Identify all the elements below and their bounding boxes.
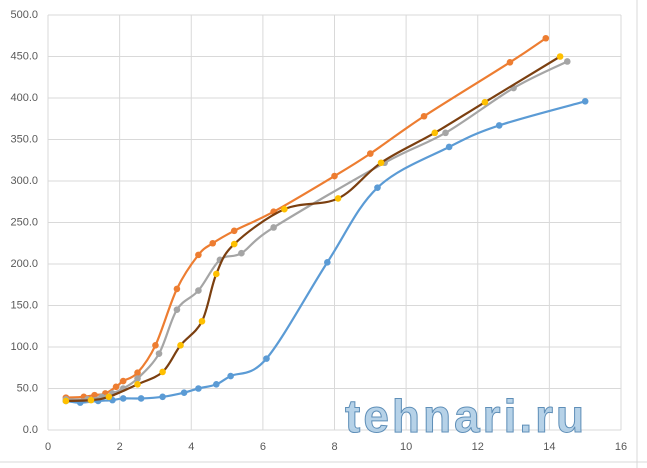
data-point	[159, 368, 166, 376]
data-point	[556, 53, 564, 60]
data-point	[87, 396, 95, 404]
data-point	[367, 150, 374, 157]
data-point	[270, 224, 277, 231]
data-point	[213, 381, 220, 388]
data-point	[263, 355, 270, 362]
y-tick-label: 300.0	[10, 175, 38, 187]
data-point	[238, 249, 245, 257]
watermark: tehnari.ru	[345, 390, 587, 442]
y-tick-label: 350.0	[10, 133, 38, 145]
data-point	[377, 159, 385, 167]
data-point	[134, 381, 141, 388]
data-point	[420, 112, 428, 120]
data-point	[195, 251, 202, 259]
data-point	[105, 393, 113, 401]
data-point	[213, 270, 220, 278]
data-point	[159, 393, 166, 401]
data-point	[195, 385, 202, 392]
data-point	[112, 383, 120, 391]
x-tick-label: 6	[260, 441, 266, 453]
data-point	[180, 389, 188, 396]
data-point	[281, 205, 288, 213]
data-point	[442, 129, 449, 137]
x-tick-label: 0	[45, 441, 51, 453]
data-point	[331, 172, 338, 180]
data-point	[563, 58, 571, 65]
data-point	[155, 350, 163, 357]
data-point	[177, 342, 184, 349]
y-tick-label: 500.0	[10, 9, 38, 21]
data-point	[230, 227, 238, 235]
data-point	[137, 395, 145, 402]
data-point	[152, 342, 159, 349]
data-point	[581, 98, 589, 105]
data-point	[134, 375, 141, 382]
data-point	[198, 317, 206, 325]
y-tick-label: 50.0	[17, 382, 38, 394]
data-point	[230, 240, 238, 248]
data-point	[195, 287, 202, 294]
data-point	[481, 98, 489, 106]
data-point	[506, 59, 514, 66]
data-point	[209, 239, 217, 247]
y-tick-label: 0.0	[23, 424, 38, 436]
data-point	[173, 285, 181, 293]
x-tick-label: 14	[543, 441, 555, 453]
data-point	[445, 143, 453, 151]
data-point	[62, 397, 70, 405]
data-point	[119, 395, 127, 402]
data-point	[91, 391, 98, 399]
data-point	[334, 195, 342, 202]
y-tick-label: 250.0	[10, 216, 38, 228]
y-tick-label: 200.0	[10, 258, 38, 270]
data-point	[173, 306, 181, 313]
x-tick-label: 10	[400, 441, 412, 453]
data-point	[374, 184, 381, 191]
data-point	[324, 259, 331, 266]
y-tick-label: 150.0	[10, 299, 38, 311]
data-point	[495, 122, 503, 129]
data-point	[542, 34, 550, 42]
data-point	[431, 129, 439, 137]
data-point	[134, 369, 141, 377]
x-tick-label: 2	[117, 441, 123, 453]
data-point	[227, 372, 234, 380]
y-tick-label: 450.0	[10, 50, 38, 62]
data-point	[119, 377, 127, 385]
y-tick-label: 100.0	[10, 341, 38, 353]
x-tick-label: 8	[331, 441, 337, 453]
x-tick-label: 12	[472, 441, 484, 453]
x-tick-label: 4	[188, 441, 194, 453]
x-tick-label: 16	[615, 441, 627, 453]
y-tick-label: 400.0	[10, 92, 38, 104]
